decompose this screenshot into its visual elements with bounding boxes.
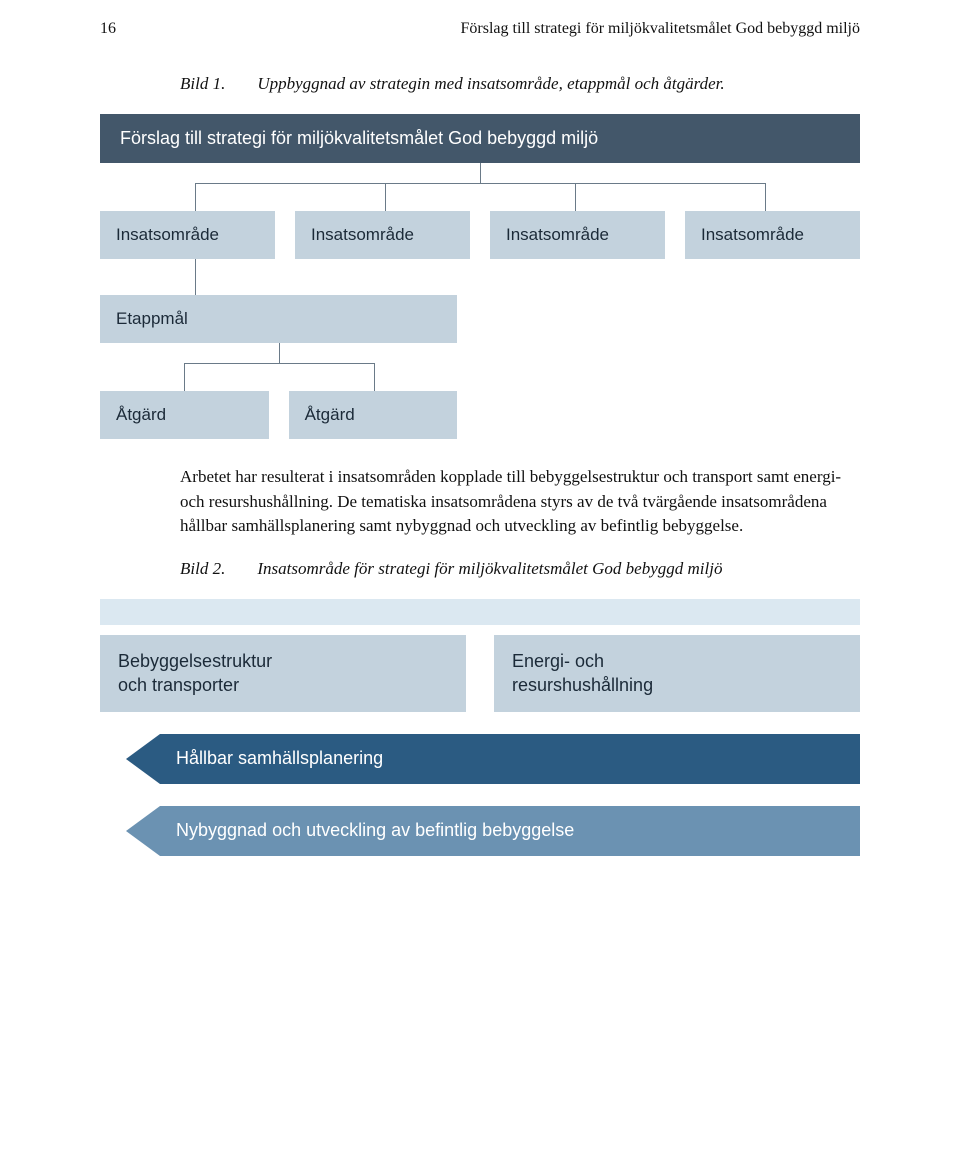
diagram2-box-left-line1: Bebyggelsestruktur [118,649,448,673]
diagram1-level1-box: Insatsområde [295,211,470,259]
diagram2-box-right: Energi- och resurshushållning [494,635,860,712]
running-header: 16 Förslag till strategi för miljökvalit… [100,20,860,38]
diagram2-arrow2-row: Nybyggnad och utveckling av befintlig be… [100,806,860,856]
diagram2-pale-bar [100,599,860,625]
diagram1-connector-mid [100,259,860,295]
diagram1-level3-row: Åtgärd Åtgärd [100,391,457,439]
diagram2-box-row: Bebyggelsestruktur och transporter Energ… [100,635,860,712]
diagram1-level2-box: Etappmål [100,295,457,343]
diagram1-hierarchy: Förslag till strategi för miljökvalitets… [100,114,860,439]
diagram2-arrows: Bebyggelsestruktur och transporter Energ… [100,599,860,856]
figure1-label: Bild 1. [180,74,225,94]
diagram1-level1-row: Insatsområde Insatsområde Insatsområde I… [100,211,860,259]
diagram2-box-right-line2: resurshushållning [512,673,842,697]
diagram2-arrow1-label: Hållbar samhällsplanering [176,748,383,769]
figure1-caption: Bild 1. Uppbyggnad av strategin med insa… [180,74,860,94]
figure2-caption: Bild 2. Insatsområde för strategi för mi… [180,559,860,579]
diagram1-title-bar: Förslag till strategi för miljökvalitets… [100,114,860,163]
diagram2-arrow2-label: Nybyggnad och utveckling av befintlig be… [176,820,574,841]
diagram2-box-right-line1: Energi- och [512,649,842,673]
diagram1-connector-top [100,163,860,211]
diagram2-arrow2: Nybyggnad och utveckling av befintlig be… [160,806,860,856]
diagram2-box-left: Bebyggelsestruktur och transporter [100,635,466,712]
diagram1-level2-row: Etappmål [100,295,860,343]
diagram2-arrow1-row: Hållbar samhällsplanering [100,734,860,784]
figure2-caption-text: Insatsområde för strategi för miljökvali… [257,559,722,579]
running-title: Förslag till strategi för miljökvalitets… [461,20,861,38]
diagram2-arrow1: Hållbar samhällsplanering [160,734,860,784]
figure2-label: Bild 2. [180,559,225,579]
diagram1-connector-bottom [100,343,860,391]
diagram1-level1-box: Insatsområde [685,211,860,259]
diagram2-box-left-line2: och transporter [118,673,448,697]
diagram1-level3-box: Åtgärd [100,391,269,439]
diagram1-level1-box: Insatsområde [490,211,665,259]
page-number: 16 [100,20,116,38]
diagram1-level3-box: Åtgärd [289,391,458,439]
figure1-caption-text: Uppbyggnad av strategin med insatsområde… [257,74,724,94]
document-page: 16 Förslag till strategi för miljökvalit… [0,0,960,896]
body-paragraph: Arbetet har resulterat i insatsområden k… [180,465,860,539]
diagram1-level1-box: Insatsområde [100,211,275,259]
